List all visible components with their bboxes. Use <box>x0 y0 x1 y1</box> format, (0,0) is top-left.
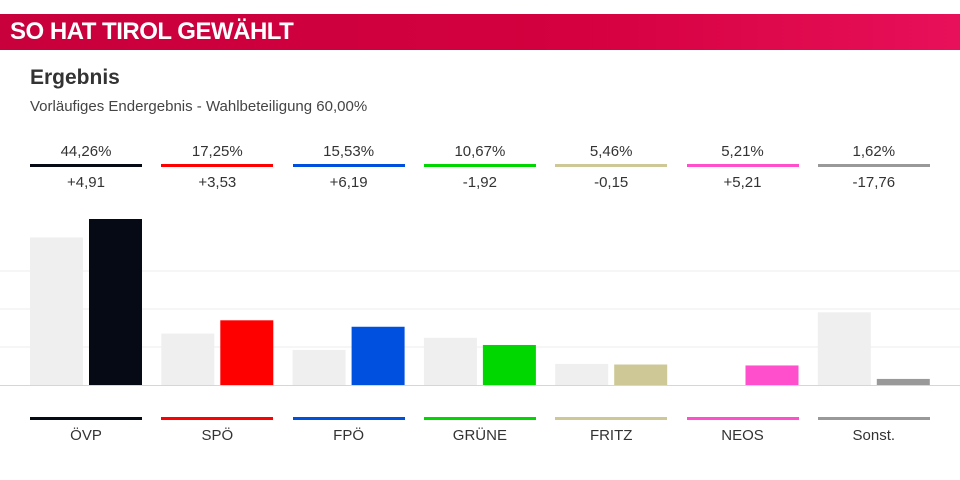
top-line-neos <box>686 164 799 167</box>
change-label-neos: +5,21 <box>723 174 762 191</box>
party-label-neos: NEOS <box>721 427 764 444</box>
top-line-sonst <box>817 164 930 167</box>
bottom-line-neos <box>686 417 799 420</box>
bar-previous-fpö <box>292 349 346 385</box>
bottom-line-övp <box>30 417 142 420</box>
percent-label-fpö: 15,53% <box>323 143 375 160</box>
bar-current-fritz <box>614 364 668 385</box>
percent-label-grüne: 10,67% <box>454 143 506 160</box>
bottom-line-grüne <box>423 417 536 420</box>
bottom-line-spö <box>161 417 274 420</box>
change-label-spö: +3,53 <box>198 174 237 191</box>
percent-label-fritz: 5,46% <box>589 143 633 160</box>
bar-previous-övp <box>30 237 83 385</box>
bar-current-neos <box>745 365 799 385</box>
bar-current-fpö <box>351 326 405 385</box>
percent-label-spö: 17,25% <box>191 143 243 160</box>
change-label-övp: +4,91 <box>67 174 105 191</box>
top-line-grüne <box>423 164 536 167</box>
top-line-övp <box>30 164 142 167</box>
bar-previous-grüne <box>423 337 477 385</box>
bar-current-grüne <box>482 344 536 385</box>
party-label-spö: SPÖ <box>201 427 234 444</box>
bottom-line-fpö <box>292 417 405 420</box>
bar-current-sonst <box>876 378 930 385</box>
top-line-fritz <box>555 164 668 167</box>
top-line-spö <box>161 164 274 167</box>
change-label-grüne: -1,92 <box>462 174 497 191</box>
bottom-line-sonst <box>817 417 930 420</box>
bar-previous-spö <box>161 333 215 385</box>
header-banner: SO HAT TIROL GEWÄHLT <box>0 14 960 50</box>
change-label-fpö: +6,19 <box>329 174 368 191</box>
change-label-fritz: -0,15 <box>594 174 629 191</box>
party-label-fpö: FPÖ <box>333 427 365 444</box>
percent-label-sonst: 1,62% <box>852 143 896 160</box>
bar-current-övp <box>89 219 142 385</box>
bottom-line-fritz <box>555 417 668 420</box>
page-subtitle: Vorläufiges Endergebnis - Wahlbeteiligun… <box>30 98 368 115</box>
party-label-grüne: GRÜNE <box>452 427 507 444</box>
percent-label-övp: 44,26% <box>60 143 112 160</box>
bar-current-spö <box>220 320 274 385</box>
party-label-sonst: Sonst. <box>852 427 896 444</box>
party-label-övp: ÖVP <box>70 427 102 444</box>
banner-title: SO HAT TIROL GEWÄHLT <box>10 18 294 45</box>
top-line-fpö <box>292 164 405 167</box>
percent-label-neos: 5,21% <box>721 143 764 160</box>
party-label-fritz: FRITZ <box>589 427 633 444</box>
bar-previous-fritz <box>555 363 609 385</box>
page-title: Ergebnis <box>30 66 120 89</box>
bar-previous-sonst <box>817 312 871 385</box>
change-label-sonst: -17,76 <box>852 174 896 191</box>
